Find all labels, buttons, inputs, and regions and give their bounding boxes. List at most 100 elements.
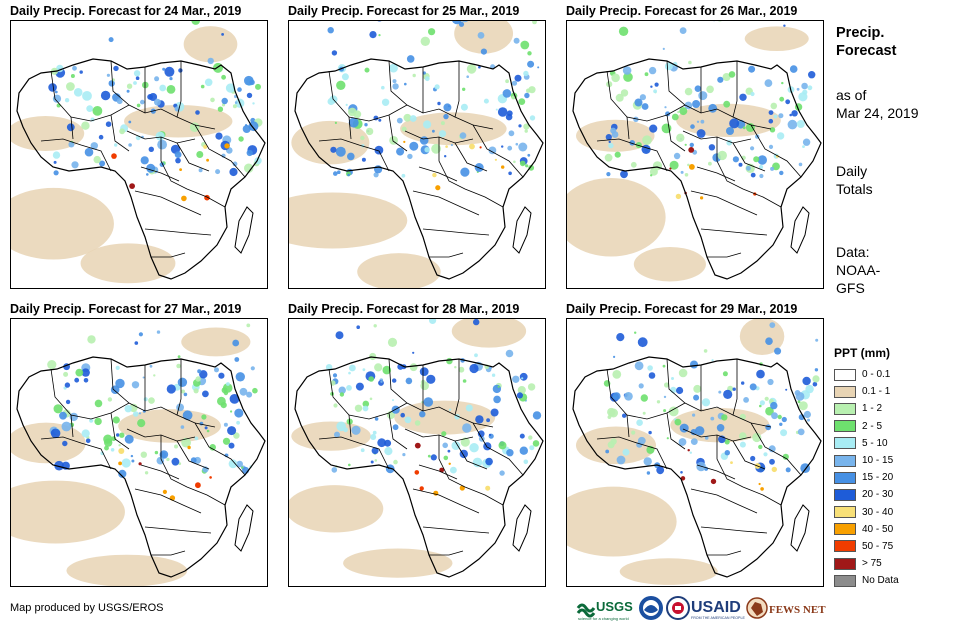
noaa-logo-graphic (639, 596, 663, 620)
country-border (144, 228, 212, 236)
rain-cell (718, 390, 722, 394)
rain-cell (252, 387, 258, 394)
panel-title: Daily Precip. Forecast for 28 Mar., 2019 (288, 302, 520, 316)
rain-cell (228, 442, 235, 449)
heavy-rain-cell (680, 476, 686, 481)
heavy-rain-cell (758, 482, 761, 486)
rain-cell (708, 161, 712, 166)
rain-cell (701, 398, 711, 407)
country-border (40, 138, 112, 172)
rain-cell (443, 103, 452, 112)
rain-cell (229, 167, 238, 177)
rain-cell (636, 419, 643, 426)
rain-cell (210, 97, 215, 103)
rain-cell (722, 371, 728, 377)
rain-cell (419, 411, 426, 418)
rain-cell (443, 455, 449, 461)
rain-cell (336, 421, 346, 432)
rain-cell (746, 165, 751, 171)
rain-cell (696, 129, 706, 138)
rain-cell (423, 120, 432, 129)
africa-coastline (572, 356, 822, 578)
heavy-rain-cell (710, 478, 717, 485)
rain-cell (380, 380, 383, 383)
rain-cell (780, 429, 788, 437)
rain-cell (81, 429, 90, 438)
rain-cell (511, 95, 516, 100)
rain-cell (767, 378, 774, 386)
usaid-logo-tagline: FROM THE AMERICAN PEOPLE (691, 616, 745, 620)
rain-cell (529, 445, 535, 451)
dry-area (289, 192, 408, 249)
rain-cell (622, 413, 627, 418)
rain-cell (528, 435, 533, 440)
sidebar-title-line2: Forecast (836, 43, 897, 59)
rain-cell (333, 171, 338, 176)
rain-cell (608, 140, 611, 144)
legend-item: 40 - 50 (834, 521, 964, 538)
heavy-rain-cell (771, 466, 777, 473)
africa-coastline (572, 58, 822, 280)
rain-cell (362, 368, 366, 372)
rain-cell (381, 85, 385, 90)
rain-cell (159, 84, 167, 92)
rain-cell (469, 443, 479, 453)
rain-cell (637, 337, 648, 348)
rain-cell (710, 416, 715, 421)
country-border (110, 358, 178, 416)
rain-cell (236, 460, 243, 468)
panel-title: Daily Precip. Forecast for 25 Mar., 2019 (288, 4, 520, 18)
country-border (140, 166, 180, 182)
rain-cell (524, 129, 528, 133)
rain-cell (154, 450, 159, 455)
rain-cell (351, 425, 361, 435)
rain-cell (641, 103, 649, 110)
rain-cell (622, 66, 632, 75)
rain-cell (144, 471, 149, 475)
africa-map-svg (289, 319, 544, 578)
heavy-rain-cell (469, 143, 475, 150)
dry-area (289, 485, 384, 533)
usaid-logo-graphic: USAID FROM THE AMERICAN PEOPLE (691, 599, 745, 620)
rain-cell (525, 164, 529, 168)
rain-cell (222, 383, 233, 393)
rain-cell (148, 146, 154, 152)
precip-map (566, 318, 824, 587)
country-border (716, 435, 782, 506)
rain-cell (360, 135, 365, 141)
rain-cell (750, 146, 755, 151)
rain-cell (518, 124, 522, 128)
country-border (110, 114, 130, 152)
rain-cell (753, 156, 760, 163)
rain-cell (169, 77, 173, 81)
heavy-rain-cell (760, 487, 764, 491)
country-border (696, 166, 736, 182)
rain-cell (521, 377, 524, 380)
rain-cell (698, 91, 708, 101)
rain-cell (448, 408, 452, 411)
country-border (194, 124, 246, 178)
rain-cell (717, 21, 722, 22)
rain-cell (794, 390, 801, 396)
heavy-rain-cell (162, 489, 167, 494)
rain-cell (721, 414, 728, 421)
rain-cell (613, 355, 616, 358)
rain-cell (647, 365, 653, 371)
rain-cell (370, 434, 377, 440)
rain-cell (98, 134, 104, 140)
rain-cell (374, 417, 379, 421)
rain-cell (798, 162, 803, 167)
rain-cell (159, 450, 169, 459)
rain-cell (759, 164, 764, 170)
rain-cell (498, 441, 507, 450)
rain-cell (105, 121, 112, 127)
rain-cell (750, 172, 756, 178)
rain-cell (708, 103, 718, 113)
legend-label: > 75 (862, 558, 882, 570)
rain-cell (684, 173, 689, 177)
rain-cell (215, 132, 223, 140)
rain-cell (703, 349, 708, 353)
rain-cell (362, 405, 369, 412)
rain-cell (680, 471, 683, 474)
rain-cell (474, 353, 478, 358)
